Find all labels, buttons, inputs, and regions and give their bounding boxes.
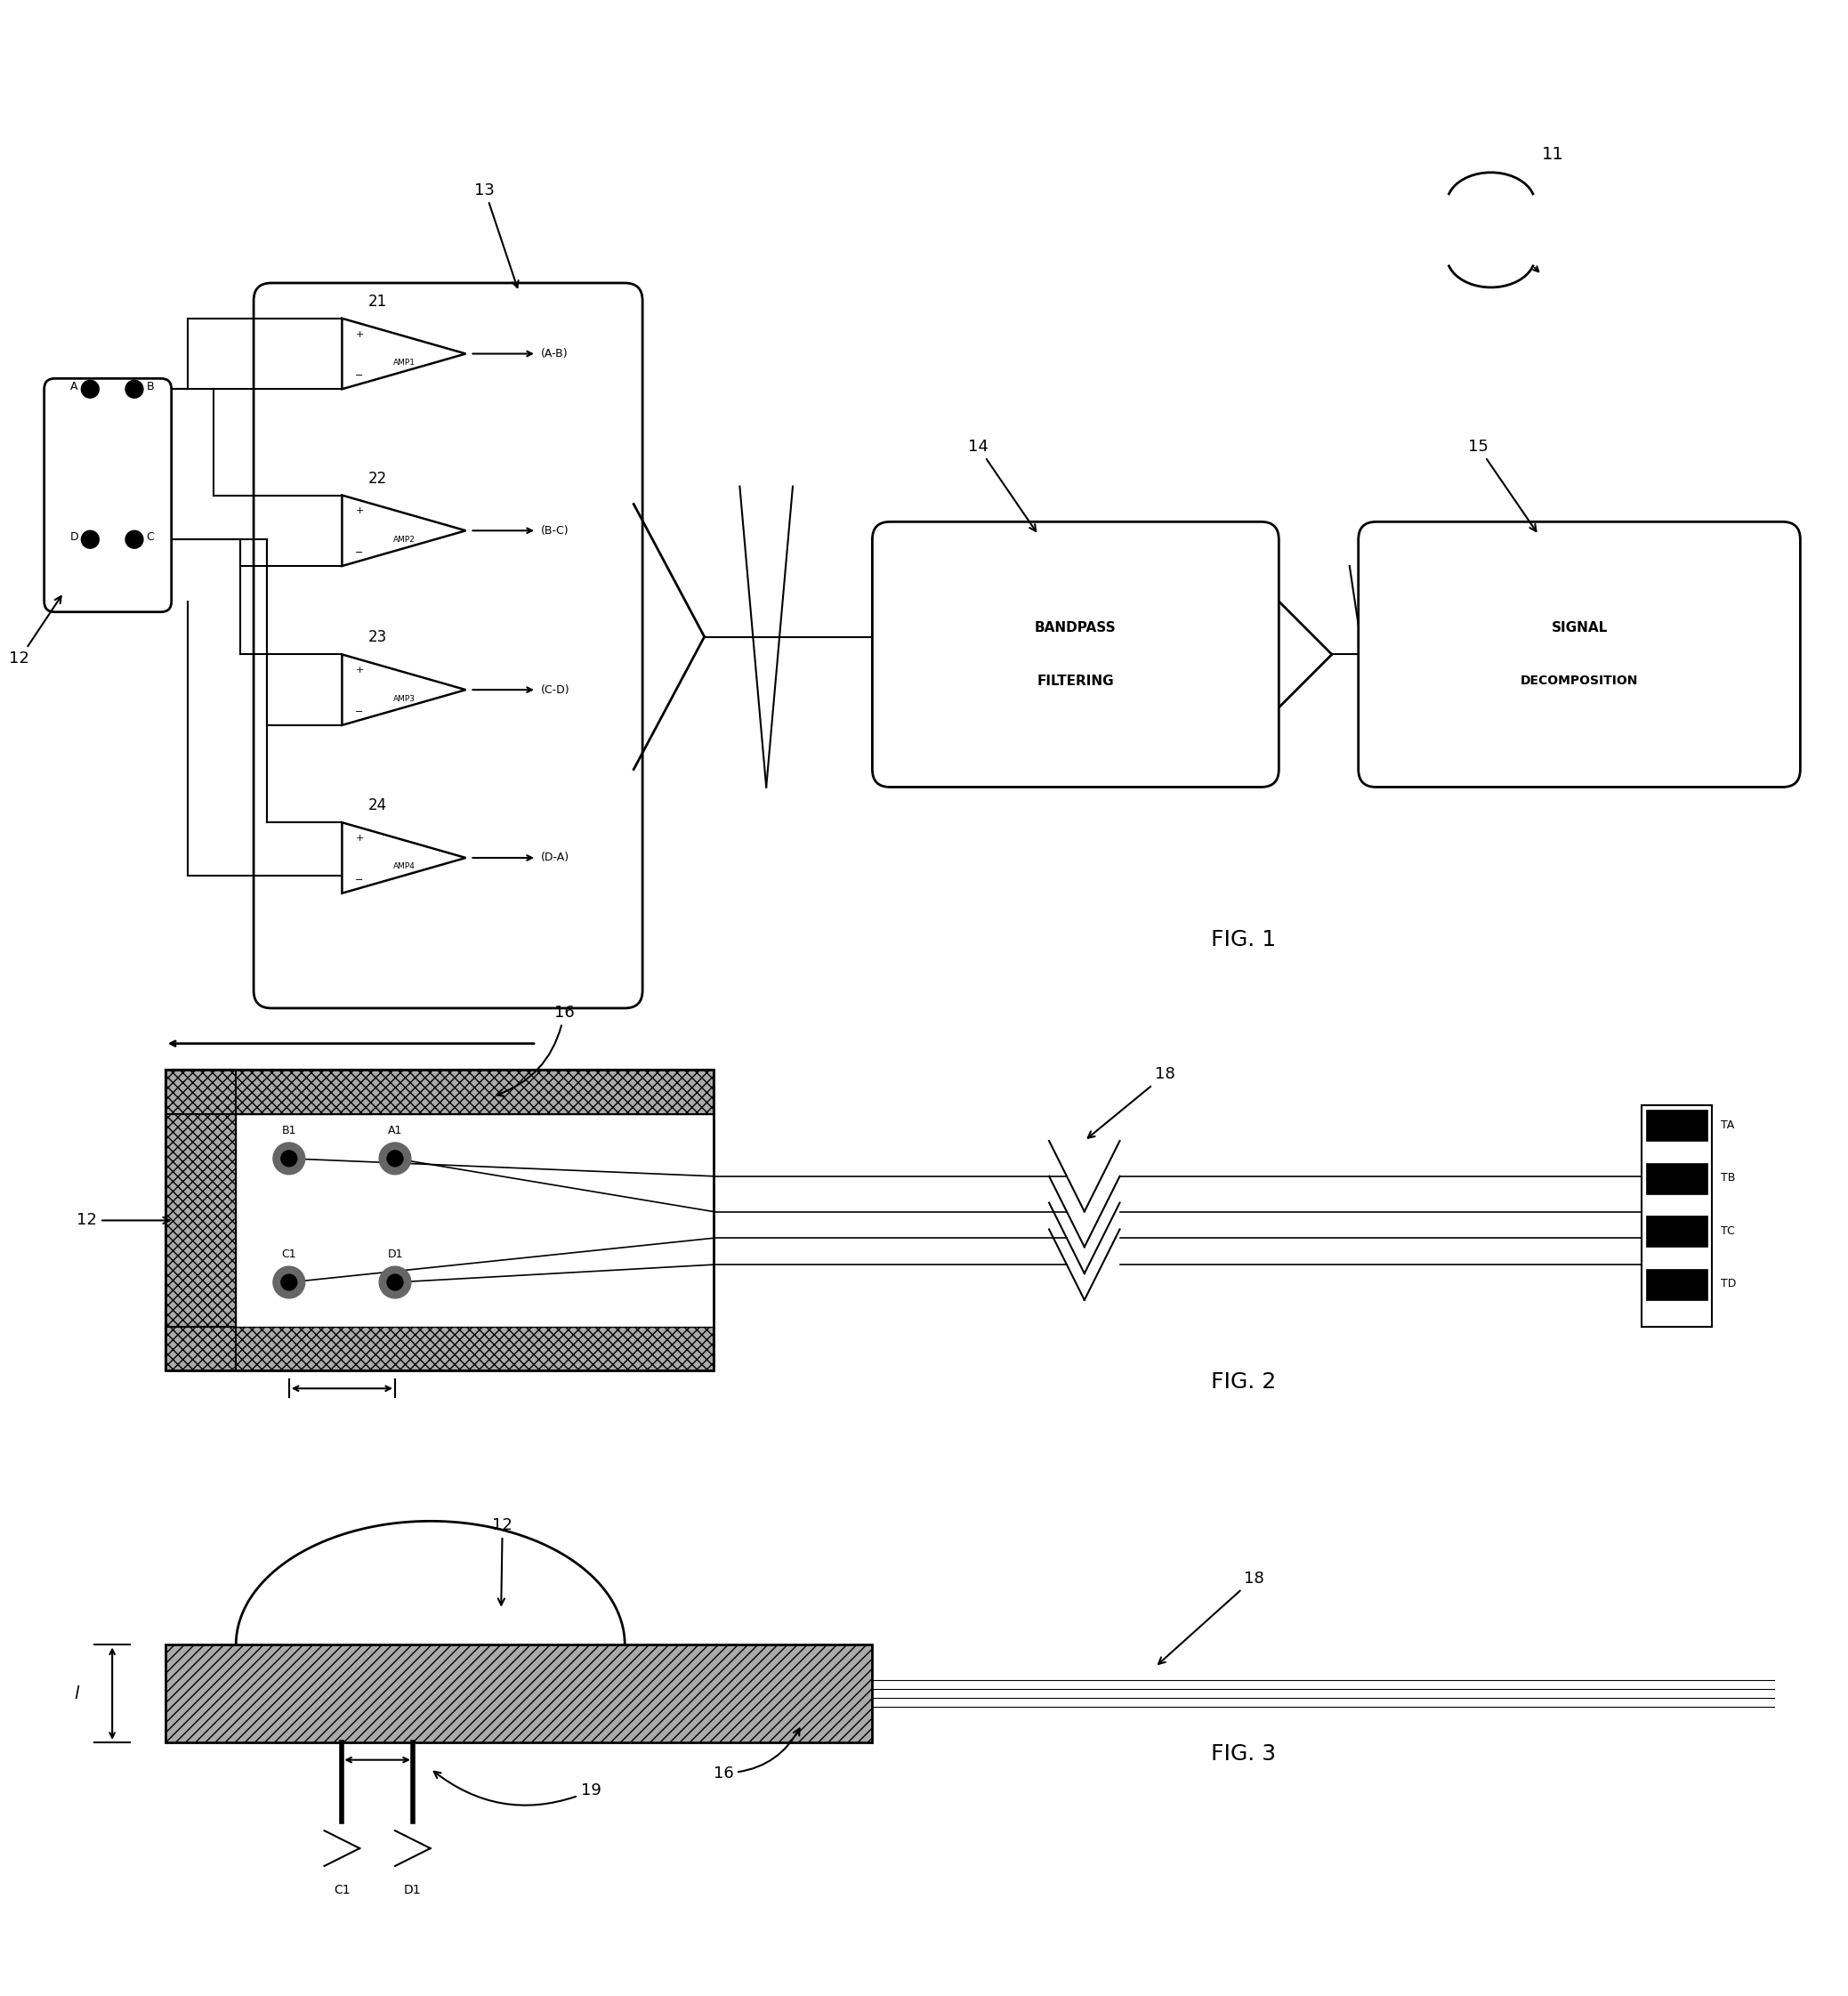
Text: (A-B): (A-B) bbox=[541, 347, 567, 359]
Text: 23: 23 bbox=[368, 629, 388, 645]
Text: FILTERING: FILTERING bbox=[1037, 675, 1114, 689]
FancyBboxPatch shape bbox=[872, 521, 1279, 786]
Text: D1: D1 bbox=[388, 1249, 403, 1259]
Bar bbox=[1645, 1164, 1708, 1194]
Text: 21: 21 bbox=[368, 293, 388, 309]
Text: +: + bbox=[355, 834, 364, 842]
Text: (D-A): (D-A) bbox=[541, 852, 569, 864]
Bar bbox=[164, 1645, 872, 1743]
Text: A: A bbox=[70, 381, 78, 393]
Bar bbox=[1645, 1216, 1708, 1248]
Bar bbox=[237, 1114, 713, 1327]
Text: −: − bbox=[355, 371, 364, 381]
Text: 18: 18 bbox=[1088, 1066, 1175, 1138]
Bar bbox=[164, 1070, 237, 1371]
Text: AMP1: AMP1 bbox=[394, 359, 416, 367]
Text: −: − bbox=[355, 707, 364, 717]
Text: 15: 15 bbox=[1467, 439, 1536, 531]
Text: BANDPASS: BANDPASS bbox=[1035, 621, 1116, 635]
Circle shape bbox=[379, 1265, 410, 1297]
Text: TA: TA bbox=[1720, 1120, 1733, 1130]
Circle shape bbox=[386, 1150, 403, 1166]
Text: 12: 12 bbox=[78, 1212, 170, 1228]
Text: FIG. 3: FIG. 3 bbox=[1210, 1743, 1275, 1764]
Bar bbox=[164, 1327, 713, 1371]
Text: 12: 12 bbox=[9, 597, 61, 667]
Text: TD: TD bbox=[1720, 1277, 1737, 1289]
Text: C1: C1 bbox=[334, 1884, 351, 1896]
Text: −: − bbox=[355, 549, 364, 557]
Text: FIG. 2: FIG. 2 bbox=[1210, 1371, 1277, 1393]
Circle shape bbox=[81, 381, 100, 397]
Circle shape bbox=[126, 531, 142, 549]
Text: D: D bbox=[70, 531, 78, 543]
Text: AMP3: AMP3 bbox=[394, 695, 416, 703]
FancyBboxPatch shape bbox=[1358, 521, 1800, 786]
Text: 14: 14 bbox=[968, 439, 1037, 531]
Bar bbox=[164, 1327, 713, 1371]
Bar bbox=[164, 1070, 713, 1371]
Text: DECOMPOSITION: DECOMPOSITION bbox=[1521, 675, 1637, 687]
Text: l: l bbox=[74, 1685, 79, 1703]
Circle shape bbox=[126, 381, 142, 397]
Text: 22: 22 bbox=[368, 471, 388, 487]
Text: C: C bbox=[146, 531, 153, 543]
Text: FIG. 1: FIG. 1 bbox=[1210, 930, 1275, 950]
Circle shape bbox=[386, 1273, 403, 1289]
Text: C1: C1 bbox=[281, 1249, 296, 1259]
Text: SIGNAL: SIGNAL bbox=[1550, 621, 1608, 635]
Circle shape bbox=[274, 1142, 305, 1174]
Text: B: B bbox=[146, 381, 153, 393]
Bar bbox=[164, 1645, 872, 1743]
Text: TC: TC bbox=[1720, 1226, 1735, 1238]
Circle shape bbox=[281, 1273, 298, 1289]
Text: +: + bbox=[355, 507, 364, 515]
Text: 16: 16 bbox=[497, 1004, 575, 1096]
Bar bbox=[1641, 1106, 1711, 1327]
Text: 18: 18 bbox=[1159, 1571, 1264, 1665]
Text: (B-C): (B-C) bbox=[541, 525, 569, 537]
Text: D1: D1 bbox=[405, 1884, 421, 1896]
Text: AMP4: AMP4 bbox=[394, 862, 416, 870]
Text: 19: 19 bbox=[434, 1772, 601, 1804]
Text: +: + bbox=[355, 329, 364, 339]
Text: 11: 11 bbox=[1541, 146, 1563, 164]
Text: AMP2: AMP2 bbox=[394, 535, 416, 543]
Bar bbox=[164, 1070, 237, 1371]
Bar bbox=[1645, 1110, 1708, 1142]
FancyBboxPatch shape bbox=[253, 283, 643, 1008]
Bar bbox=[164, 1070, 713, 1114]
Circle shape bbox=[281, 1150, 298, 1166]
FancyBboxPatch shape bbox=[44, 379, 172, 613]
Text: 24: 24 bbox=[368, 798, 388, 814]
Text: B1: B1 bbox=[281, 1126, 296, 1136]
Text: 16: 16 bbox=[713, 1729, 800, 1780]
Circle shape bbox=[81, 531, 100, 549]
Bar bbox=[1645, 1269, 1708, 1299]
Circle shape bbox=[379, 1142, 410, 1174]
Bar bbox=[164, 1070, 713, 1114]
Text: +: + bbox=[355, 667, 364, 675]
Text: 12: 12 bbox=[492, 1517, 512, 1605]
Text: −: − bbox=[355, 876, 364, 884]
Text: A1: A1 bbox=[388, 1126, 403, 1136]
Text: TB: TB bbox=[1720, 1172, 1735, 1184]
Text: (C-D): (C-D) bbox=[541, 685, 569, 695]
Text: 13: 13 bbox=[475, 182, 517, 287]
Circle shape bbox=[274, 1265, 305, 1297]
